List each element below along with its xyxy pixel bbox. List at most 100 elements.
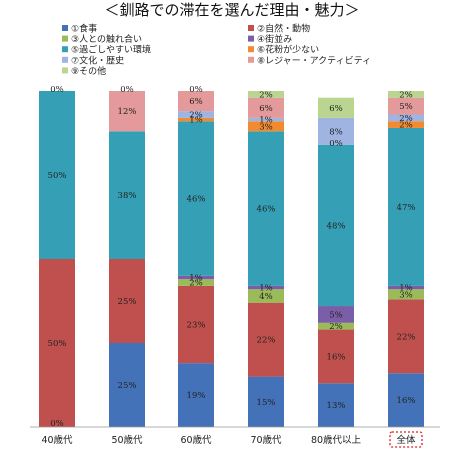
bar-segment-3-8 bbox=[178, 91, 214, 112]
legend-label-4: ④街並み bbox=[257, 33, 292, 45]
bar-segment-4-9 bbox=[248, 91, 284, 98]
data-label-5-1: 13% bbox=[327, 401, 346, 411]
data-label-5-5: 48% bbox=[327, 221, 346, 231]
legend-label-2: ②自然・動物 bbox=[257, 23, 310, 35]
bar-segment-3-7 bbox=[178, 111, 214, 118]
bar-segment-1-5 bbox=[39, 91, 75, 259]
bar-segment-2-8 bbox=[109, 91, 145, 132]
legend-label-9: ⑨その他 bbox=[71, 65, 106, 77]
bars-group: 0%50%50%0%25%25%38%12%0%19%23%2%1%46%1%2… bbox=[39, 85, 424, 429]
bar-segment-2-1 bbox=[109, 343, 145, 427]
data-label-4-1: 15% bbox=[257, 398, 276, 408]
data-label-1-5: 50% bbox=[48, 171, 67, 181]
data-label-6-9: 2% bbox=[399, 90, 413, 100]
data-label-3-1: 19% bbox=[187, 391, 206, 401]
bar-segment-3-3 bbox=[178, 279, 214, 286]
data-label-2-8: 12% bbox=[118, 107, 137, 117]
bar-segment-6-7 bbox=[388, 114, 424, 122]
data-label-3-9: 0% bbox=[189, 85, 203, 95]
legend-swatch-9 bbox=[62, 67, 68, 74]
data-label-5-7: 8% bbox=[329, 127, 343, 137]
data-label-5-9: 6% bbox=[329, 104, 343, 114]
bar-segment-6-5 bbox=[388, 127, 424, 286]
x-tick-label-4: 70歳代 bbox=[250, 434, 282, 446]
legend-swatch-5 bbox=[62, 46, 68, 53]
data-label-4-3: 4% bbox=[259, 292, 273, 302]
bar-segment-4-4 bbox=[248, 285, 284, 290]
bar-stack-1: 0% 50% 50% 0% bbox=[39, 85, 75, 429]
x-tick-label-5: 80歳代以上 bbox=[311, 434, 362, 446]
bar-segment-5-4 bbox=[318, 306, 354, 323]
bar-segment-4-6 bbox=[248, 121, 284, 132]
bar-stack-4: 15%22%4%1%46%3%1%6%2% bbox=[248, 90, 284, 427]
data-label-5-2: 16% bbox=[327, 352, 346, 362]
legend-swatch-4 bbox=[248, 35, 254, 42]
data-label-2-2: 25% bbox=[118, 297, 137, 307]
bar-segment-4-2 bbox=[248, 302, 284, 377]
data-label-2-5: 38% bbox=[118, 191, 137, 201]
data-label-6-6: 2% bbox=[399, 121, 413, 131]
data-label-5-4: 5% bbox=[329, 310, 343, 320]
x-tick-label-1: 40歳代 bbox=[41, 434, 73, 446]
bar-segment-6-4 bbox=[388, 285, 424, 290]
legend-swatch-2 bbox=[248, 25, 254, 31]
data-label-1-8: 0% bbox=[50, 85, 64, 95]
chart-title: ＜釧路での滞在を選んだ理由・魅力＞ bbox=[104, 1, 359, 19]
x-tick-label-2: 50歳代 bbox=[111, 434, 143, 446]
data-label-2-9: 0% bbox=[120, 85, 134, 95]
data-label-6-8: 5% bbox=[399, 102, 413, 112]
legend-label-1: ①食事 bbox=[71, 23, 97, 35]
bar-segment-6-3 bbox=[388, 289, 424, 300]
legend-label-6: ⑥花粉が少ない bbox=[257, 44, 319, 56]
bar-segment-3-5 bbox=[178, 121, 214, 276]
data-label-4-8: 6% bbox=[259, 104, 273, 114]
legend: ①食事 ②自然・動物 ③人との触れ合い ④街並み ⑤過ごしやすい環境 ⑥花粉が少ない ⑦文化… bbox=[62, 23, 371, 77]
data-label-6-1: 16% bbox=[397, 396, 416, 406]
legend-label-3: ③人との触れ合い bbox=[71, 33, 142, 45]
data-label-4-7: 1% bbox=[259, 116, 273, 126]
data-label-3-3: 2% bbox=[189, 279, 203, 289]
legend-swatch-6 bbox=[248, 46, 254, 53]
legend-label-5: ⑤過ごしやすい環境 bbox=[71, 44, 151, 56]
bar-segment-3-1 bbox=[178, 363, 214, 427]
bar-stack-5: 13% 16% 2% 5% 48% 0% 8% 6% bbox=[318, 97, 354, 427]
legend-label-7: ⑦文化・歴史 bbox=[71, 54, 124, 66]
bar-segment-6-8 bbox=[388, 97, 424, 115]
data-label-3-7: 2% bbox=[189, 111, 203, 121]
bar-segment-4-5 bbox=[248, 131, 284, 286]
bar-segment-6-6 bbox=[388, 121, 424, 128]
bar-segment-4-3 bbox=[248, 289, 284, 303]
data-label-6-5: 47% bbox=[397, 203, 416, 213]
data-label-2-1: 25% bbox=[118, 381, 137, 391]
data-label-3-6: 1% bbox=[189, 116, 203, 126]
bar-segment-3-4 bbox=[178, 275, 214, 280]
legend-swatch-1 bbox=[62, 25, 68, 31]
bar-segment-6-9 bbox=[388, 91, 424, 98]
data-label-6-7: 2% bbox=[399, 114, 413, 124]
bar-segment-5-7 bbox=[318, 117, 354, 145]
data-label-4-2: 22% bbox=[257, 336, 276, 346]
x-tick-label-6: 全体 bbox=[396, 434, 416, 446]
data-label-3-8: 6% bbox=[189, 97, 203, 107]
bar-stack-6: 16%22%3%1%47%2%2%5%2% bbox=[388, 90, 424, 427]
data-label-1-1: 0% bbox=[50, 419, 64, 429]
data-label-4-6: 3% bbox=[259, 122, 273, 132]
data-label-5-3: 2% bbox=[329, 322, 343, 332]
data-label-1-2: 50% bbox=[48, 339, 67, 349]
bar-segment-5-3 bbox=[318, 322, 354, 330]
bar-segment-2-5 bbox=[109, 131, 145, 259]
legend-label-8: ⑧レジャー・アクティビティ bbox=[257, 55, 371, 66]
x-axis: 40歳代 50歳代 60歳代 70歳代 80歳代以上 全体 bbox=[30, 426, 440, 448]
x-tick-label-3: 60歳代 bbox=[180, 434, 212, 446]
data-label-5-6: 0% bbox=[329, 139, 343, 149]
data-label-4-5: 46% bbox=[257, 205, 276, 215]
bar-segment-5-1 bbox=[318, 383, 354, 427]
legend-swatch-3 bbox=[62, 35, 68, 42]
bar-segment-5-5 bbox=[318, 144, 354, 307]
legend-swatch-8 bbox=[248, 56, 254, 63]
bar-segment-4-7 bbox=[248, 117, 284, 122]
bar-segment-6-1 bbox=[388, 373, 424, 427]
highlight-box bbox=[389, 431, 423, 448]
data-label-6-4: 1% bbox=[399, 284, 413, 294]
